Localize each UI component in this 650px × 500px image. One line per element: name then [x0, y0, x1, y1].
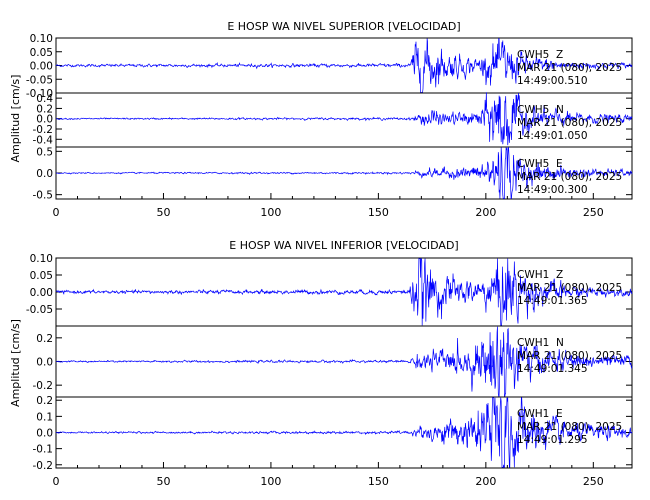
y-axis-label: Amplitud [cm/s]	[9, 75, 22, 163]
component-label: Z	[556, 49, 563, 61]
y-tick-label: 0.2	[36, 395, 53, 407]
y-tick-label: 0.2	[36, 103, 53, 115]
y-tick-label: 0.0	[36, 428, 53, 440]
time-label: 14:49:01.345	[517, 363, 588, 375]
time-label: 14:49:01.365	[517, 295, 588, 307]
x-tick-label: 50	[156, 206, 170, 219]
x-tick-label: 50	[156, 475, 170, 488]
chart-group-superior: E HOSP WA NIVEL SUPERIOR [VELOCIDAD] Ampl…	[9, 20, 633, 219]
component-label: E	[556, 158, 563, 170]
x-tick-label: 150	[368, 475, 389, 488]
y-tick-label: 0.0	[36, 114, 53, 126]
component-label: N	[556, 104, 564, 116]
y-tick-label: 0.00	[30, 287, 53, 299]
y-tick-label: 0.10	[30, 253, 53, 265]
y-tick-label: 0.00	[30, 61, 53, 73]
y-tick-label: 0.1	[36, 411, 53, 423]
waveform-line	[55, 258, 633, 326]
y-tick-label: 0.5	[36, 146, 53, 158]
date-label: MAR 21 (080), 2025	[517, 350, 622, 362]
waveform-line	[55, 38, 633, 93]
x-tick-label: 0	[53, 475, 60, 488]
time-label: 14:49:00.510	[517, 75, 588, 87]
date-label: MAR 21 (080), 2025	[517, 421, 622, 433]
x-tick-label: 250	[583, 206, 604, 219]
date-label: MAR 21 (080), 2025	[517, 62, 622, 74]
y-tick-label: 0.4	[36, 93, 53, 105]
y-tick-label: -0.2	[33, 124, 54, 136]
x-tick-label: 200	[475, 475, 496, 488]
x-tick-label: 100	[260, 475, 281, 488]
x-tick-label: 100	[260, 206, 281, 219]
waveform-line	[55, 397, 633, 468]
date-label: MAR 21 (080), 2025	[517, 282, 622, 294]
time-label: 14:49:00.300	[517, 184, 588, 196]
y-tick-label: 0.0	[36, 357, 53, 369]
y-tick-label: -0.05	[26, 304, 53, 316]
chart-group-inferior: E HOSP WA NIVEL INFERIOR [VELOCIDAD] Ampl…	[9, 239, 633, 488]
y-tick-label: -0.4	[33, 134, 54, 146]
x-tick-label: 150	[368, 206, 389, 219]
y-tick-label: 0.05	[30, 47, 53, 59]
y-tick-label: 0.0	[36, 168, 53, 180]
chart-title: E HOSP WA NIVEL INFERIOR [VELOCIDAD]	[229, 239, 458, 252]
date-label: MAR 21 (080), 2025	[517, 171, 622, 183]
y-tick-label: -0.2	[33, 380, 54, 392]
x-tick-label: 250	[583, 475, 604, 488]
station-label: CWH5	[517, 49, 549, 61]
waveform-line	[55, 92, 633, 146]
y-tick-label: -0.10	[26, 88, 53, 100]
y-tick-label: -0.05	[26, 74, 53, 86]
date-label: MAR 21 (080), 2025	[517, 117, 622, 129]
y-axis-label: Amplitud [cm/s]	[9, 319, 22, 407]
y-tick-label: -0.5	[33, 190, 54, 202]
component-label: Z	[556, 269, 563, 281]
y-tick-label: -0.2	[33, 460, 54, 472]
station-label: CWH1	[517, 408, 549, 420]
chart-title: E HOSP WA NIVEL SUPERIOR [VELOCIDAD]	[227, 20, 460, 33]
waveform-line	[56, 326, 633, 397]
x-tick-label: 200	[475, 206, 496, 219]
y-tick-label: 0.05	[30, 270, 53, 282]
station-label: CWH1	[517, 337, 549, 349]
component-label: E	[556, 408, 563, 420]
x-tick-label: 0	[53, 206, 60, 219]
component-label: N	[556, 337, 564, 349]
y-tick-label: 0.10	[30, 33, 53, 45]
y-tick-label: -0.1	[33, 444, 54, 456]
time-label: 14:49:01.295	[517, 434, 588, 446]
y-tick-label: 0.2	[36, 333, 53, 345]
station-label: CWH5	[517, 104, 549, 116]
station-label: CWH1	[517, 269, 549, 281]
time-label: 14:49:01.050	[517, 130, 588, 142]
waveform-line	[55, 147, 633, 199]
station-label: CWH5	[517, 158, 549, 170]
